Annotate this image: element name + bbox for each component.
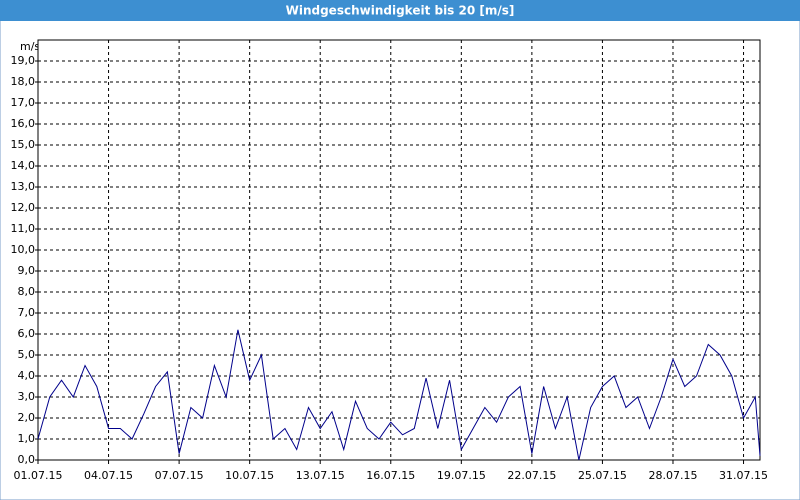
y-tick-label: 14,0 bbox=[11, 159, 36, 172]
y-tick-label: 0,0 bbox=[18, 453, 36, 466]
x-tick-label: 31.07.15 bbox=[719, 469, 768, 482]
y-tick-label: 9,0 bbox=[18, 264, 36, 277]
data-line bbox=[37, 329, 761, 461]
y-tick-label: 6,0 bbox=[18, 327, 36, 340]
y-axis-label: m/s bbox=[20, 40, 40, 53]
x-tick-label: 28.07.15 bbox=[648, 469, 697, 482]
x-tick-label: 16.07.15 bbox=[366, 469, 415, 482]
y-tick-label: 13,0 bbox=[11, 180, 36, 193]
x-tick-label: 19.07.15 bbox=[437, 469, 486, 482]
x-tick-label: 01.07.15 bbox=[14, 469, 63, 482]
y-tick-label: 15,0 bbox=[11, 138, 36, 151]
y-tick-label: 4,0 bbox=[18, 369, 36, 382]
y-tick-label: 7,0 bbox=[18, 306, 36, 319]
y-tick-label: 3,0 bbox=[18, 390, 36, 403]
y-tick-label: 10,0 bbox=[11, 243, 36, 256]
y-tick-label: 19,0 bbox=[11, 54, 36, 67]
y-tick-label: 16,0 bbox=[11, 117, 36, 130]
y-tick-label: 1,0 bbox=[18, 432, 36, 445]
y-tick-label: 12,0 bbox=[11, 201, 36, 214]
y-tick-label: 5,0 bbox=[18, 348, 36, 361]
y-tick-label: 18,0 bbox=[11, 75, 36, 88]
x-tick-label: 22.07.15 bbox=[507, 469, 556, 482]
chart-title: Windgeschwindigkeit bis 20 [m/s] bbox=[286, 4, 515, 18]
y-tick-label: 8,0 bbox=[18, 285, 36, 298]
x-tick-label: 07.07.15 bbox=[155, 469, 204, 482]
title-bar bbox=[0, 0, 800, 21]
y-tick-label: 11,0 bbox=[11, 222, 36, 235]
x-tick-label: 04.07.15 bbox=[84, 469, 133, 482]
x-tick-label: 25.07.15 bbox=[578, 469, 627, 482]
y-tick-label: 17,0 bbox=[11, 96, 36, 109]
x-tick-label: 13.07.15 bbox=[296, 469, 345, 482]
x-tick-label: 10.07.15 bbox=[225, 469, 274, 482]
y-tick-label: 2,0 bbox=[18, 411, 36, 424]
